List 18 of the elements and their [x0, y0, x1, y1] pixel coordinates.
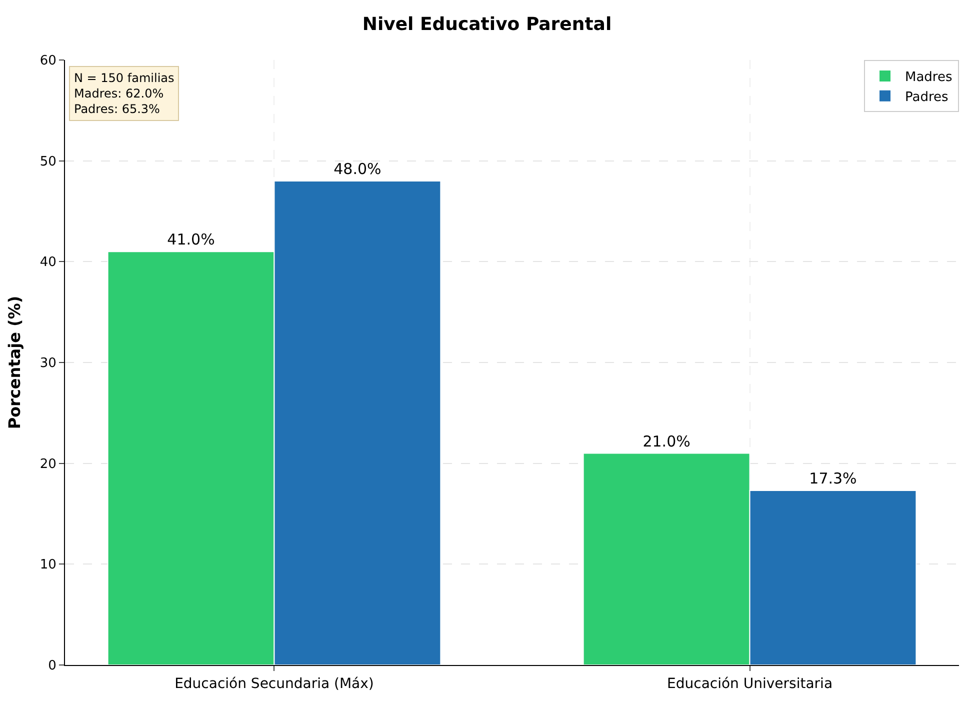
y-tick-label: 10	[40, 558, 56, 573]
y-tick-label: 60	[40, 54, 56, 69]
x-tick-label: Educación Secundaria (Máx)	[174, 676, 374, 692]
legend-label: Padres	[905, 90, 949, 105]
y-axis-title: Porcentaje (%)	[4, 296, 24, 430]
y-tick-label: 30	[40, 356, 56, 372]
y-tick-label: 20	[40, 456, 56, 472]
data-label: 21.0%	[642, 432, 690, 450]
y-tick-label: 40	[40, 255, 56, 270]
y-tick-label: 0	[48, 658, 56, 674]
legend-label: Madres	[905, 70, 952, 86]
data-label: 17.3%	[809, 470, 857, 488]
data-label: 48.0%	[334, 160, 382, 178]
x-tick-label: Educación Universitaria	[667, 676, 833, 692]
annotation: N = 150 familias Madres: 62.0% Padres: 65.3%	[74, 71, 174, 116]
chart-title: Nivel Educativo Parental	[362, 14, 612, 36]
data-label: 41.0%	[167, 230, 215, 249]
y-tick-label: 50	[40, 154, 56, 170]
